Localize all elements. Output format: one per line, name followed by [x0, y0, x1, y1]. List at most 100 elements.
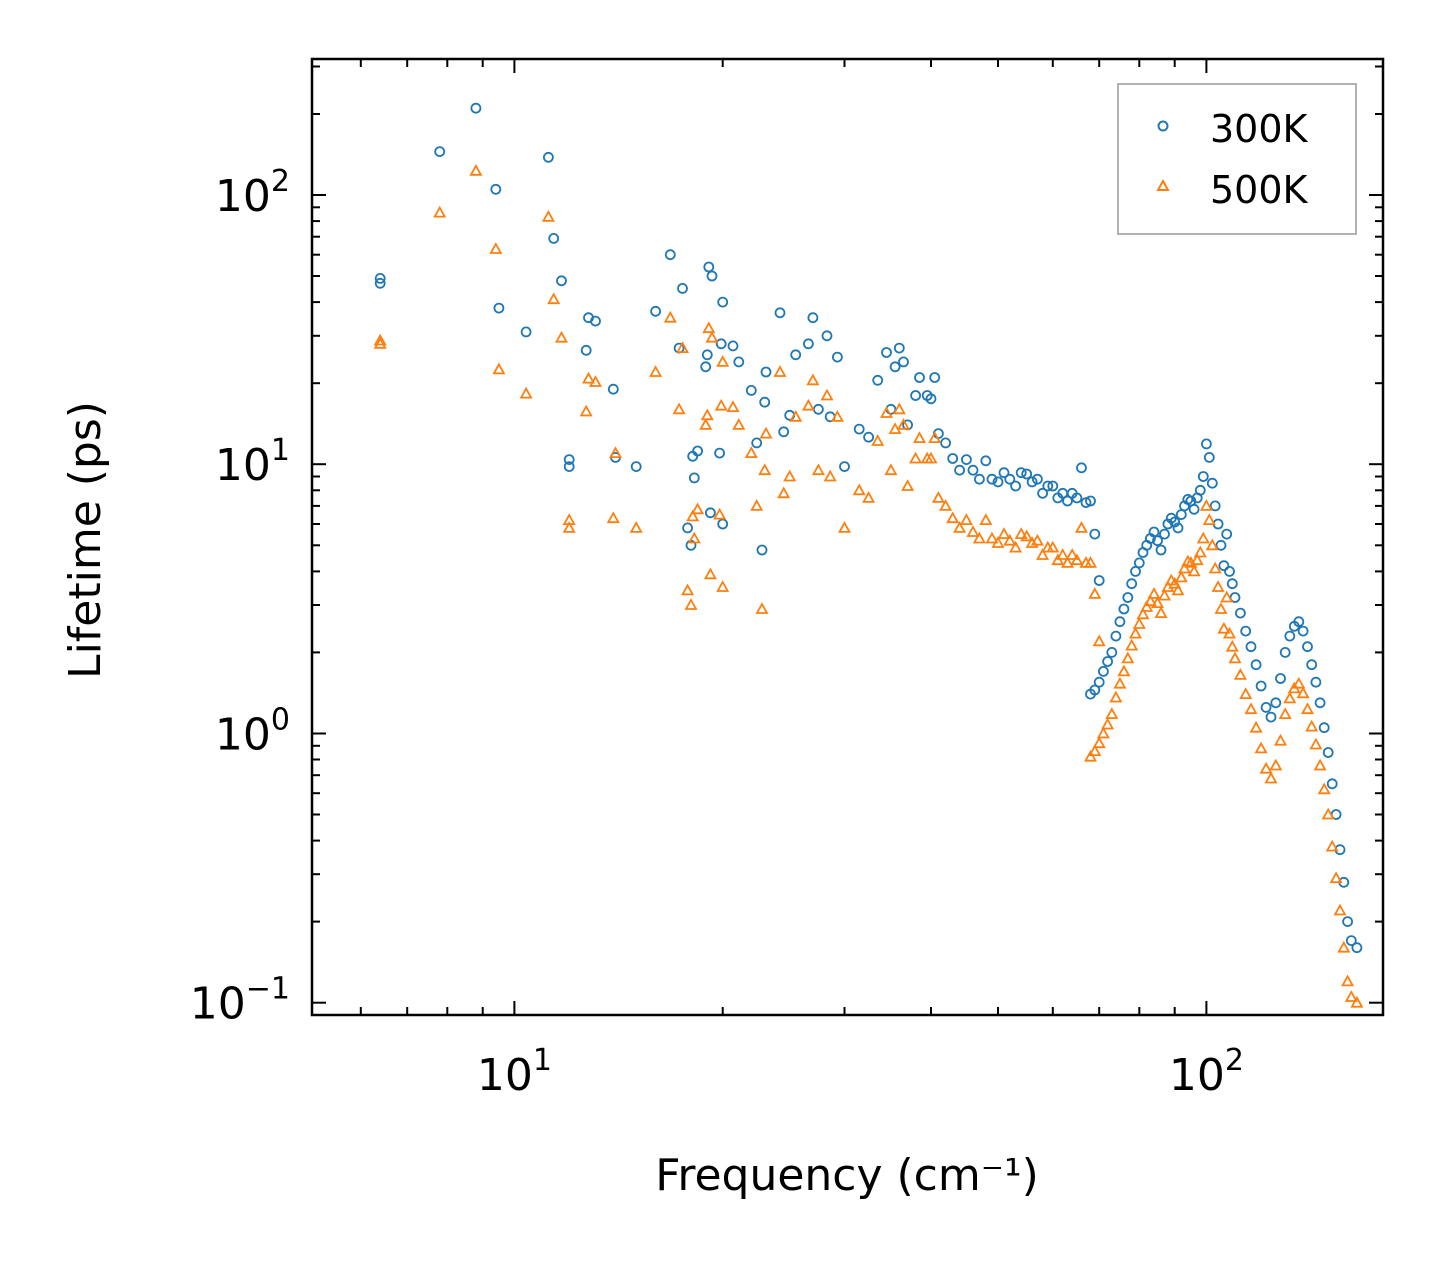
data-point-500k	[1157, 588, 1172, 601]
data-point-300k	[1322, 747, 1334, 758]
data-point-500k	[714, 398, 728, 411]
data-point-500k	[1088, 744, 1102, 756]
data-point-300k	[961, 454, 972, 466]
data-point-500k	[489, 242, 503, 254]
data-point-300k	[1240, 625, 1252, 637]
data-point-500k	[1296, 686, 1310, 699]
data-point-300k	[881, 347, 892, 358]
data-point-300k	[650, 305, 661, 317]
data-point-300k	[548, 232, 560, 244]
data-point-300k	[1215, 539, 1227, 551]
data-point-500k	[1325, 839, 1339, 852]
data-point-300k	[1155, 544, 1167, 556]
data-point-300k	[493, 302, 505, 314]
data-point-300k	[1221, 528, 1233, 540]
data-point-500k	[1217, 621, 1231, 634]
data-point-300k	[998, 467, 1010, 479]
legend-frame	[1117, 83, 1357, 235]
data-point-300k	[563, 454, 575, 466]
data-point-300k	[1194, 484, 1206, 496]
y-tick-label: 102	[215, 164, 290, 222]
data-point-500k	[1154, 606, 1168, 618]
data-point-500k	[1313, 758, 1327, 771]
data-point-500k	[1143, 594, 1157, 607]
data-point-500k	[1147, 587, 1161, 599]
data-point-500k	[953, 521, 967, 533]
data-point-300k	[714, 447, 725, 459]
data-point-500k	[1190, 553, 1204, 566]
axis-ticks: 101 102 10−1 100 101 102	[190, 59, 1383, 1101]
data-point-500k	[966, 525, 980, 537]
data-point-500k	[1228, 651, 1242, 664]
data-point-300k	[1010, 480, 1021, 492]
data-point-300k	[1201, 438, 1212, 450]
data-point-500k	[1117, 664, 1131, 677]
data-point-500k	[862, 491, 876, 503]
data-point-300k	[980, 455, 992, 467]
data-point-300k	[677, 282, 688, 294]
x-tick-label: 102	[1169, 1043, 1244, 1101]
data-point-300k	[1275, 673, 1286, 684]
data-point-500k	[579, 404, 593, 417]
data-point-500k	[1088, 587, 1102, 599]
data-point-500k	[1239, 687, 1253, 699]
data-point-500k	[581, 371, 596, 384]
data-point-500k	[1074, 521, 1089, 533]
legend-label-300k: 300K	[1210, 107, 1309, 151]
data-point-500k	[1046, 540, 1060, 553]
plot-frame	[310, 57, 1385, 1017]
data-point-500k	[684, 598, 698, 610]
data-point-300k	[1235, 607, 1246, 619]
data-point-500k	[1196, 531, 1210, 544]
data-point-500k	[1132, 617, 1146, 629]
data-point-500k	[1350, 995, 1364, 1008]
data-point-300k	[1245, 641, 1257, 653]
data-point-500k	[373, 333, 387, 346]
data-point-500k	[1113, 676, 1127, 689]
data-point-500k	[773, 365, 787, 377]
data-point-300k	[832, 351, 843, 363]
data-point-300k	[745, 384, 757, 396]
data-point-500k	[1070, 553, 1084, 566]
data-point-500k	[1096, 726, 1110, 739]
data-point-500k	[997, 527, 1011, 539]
data-point-500k	[433, 205, 447, 218]
data-point-500k	[1269, 758, 1283, 771]
data-point-500k	[541, 209, 555, 222]
data-point-300k	[1126, 578, 1138, 590]
data-point-300k	[1118, 603, 1130, 615]
data-point-500k	[1092, 736, 1106, 749]
data-point-500k	[1329, 871, 1343, 884]
data-point-500k	[1344, 990, 1358, 1002]
data-point-500k	[675, 341, 690, 354]
data-point-500k	[649, 365, 663, 377]
data-point-300k	[974, 473, 985, 485]
data-point-500k	[801, 398, 815, 411]
data-point-500k	[1168, 576, 1182, 589]
data-point-300k	[1148, 526, 1160, 538]
data-point-300k	[1314, 697, 1326, 709]
x-axis-label: Frequency (cm⁻¹)	[655, 1150, 1039, 1201]
data-point-500k	[789, 409, 803, 422]
data-point-300k	[1260, 702, 1272, 713]
data-point-500k	[681, 583, 695, 596]
data-point-500k	[687, 531, 701, 544]
y-tick-label: 101	[215, 433, 290, 491]
data-point-300k	[1250, 659, 1262, 671]
y-tick-label: 10−1	[190, 972, 290, 1030]
data-point-300k	[760, 366, 772, 378]
data-point-300k	[706, 270, 718, 282]
data-point-500k	[672, 402, 686, 415]
data-point-300k	[1037, 487, 1048, 499]
data-point-300k	[556, 275, 567, 287]
data-point-300k	[1169, 516, 1181, 528]
data-point-500k	[1121, 651, 1135, 664]
data-point-500k	[1305, 719, 1319, 732]
data-point-500k	[1341, 974, 1355, 987]
legend: 300K 500K	[1117, 83, 1357, 235]
data-point-300k	[821, 330, 833, 342]
data-point-300k	[580, 344, 592, 356]
data-point-500k	[1014, 527, 1028, 539]
data-point-300k	[929, 372, 941, 383]
